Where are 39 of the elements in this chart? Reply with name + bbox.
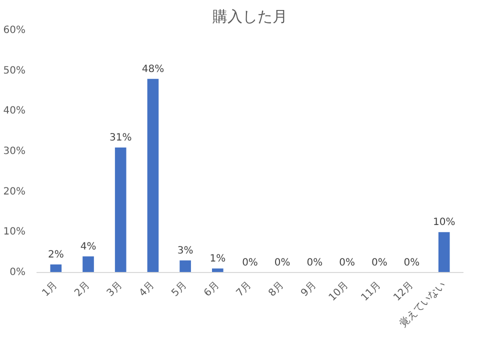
y-tick-label: 10% <box>3 226 26 238</box>
bar <box>114 147 126 272</box>
data-label: 31% <box>109 132 132 144</box>
bar <box>50 264 62 272</box>
x-tick-label: 1月 <box>40 280 60 299</box>
y-tick-label: 60% <box>3 25 26 36</box>
data-label: 4% <box>80 241 96 252</box>
x-tick-label: 2月 <box>72 280 92 299</box>
y-tick-label: 30% <box>3 146 26 157</box>
data-label: 1% <box>210 253 226 264</box>
bar <box>147 78 159 272</box>
x-tick-label: 6月 <box>202 280 222 299</box>
x-tick-label: 3月 <box>105 280 125 299</box>
x-tick-label: 8月 <box>266 280 286 299</box>
x-tick-label: 7月 <box>234 280 254 299</box>
data-label: 0% <box>339 258 355 268</box>
y-tick-label: 20% <box>3 186 26 198</box>
data-label: 0% <box>371 258 388 268</box>
x-tick-label: 5月 <box>170 280 190 299</box>
chart-title: 購入した月 <box>212 8 288 26</box>
data-label: 0% <box>274 258 290 268</box>
x-tick-label: 11月 <box>359 280 384 304</box>
data-label: 48% <box>142 64 164 75</box>
x-tick-label: 4月 <box>137 280 157 299</box>
bar <box>438 232 450 272</box>
data-label: 2% <box>48 249 64 260</box>
y-tick-label: 0% <box>10 267 26 278</box>
data-label: 3% <box>177 245 194 256</box>
x-tick-label: 12月 <box>392 280 416 304</box>
data-label: 10% <box>432 217 456 228</box>
bar <box>180 260 191 272</box>
data-label: 0% <box>306 258 323 268</box>
data-label: 0% <box>404 258 420 268</box>
x-tick-label: 10月 <box>327 280 351 304</box>
bar <box>82 256 94 272</box>
y-tick-label: 40% <box>3 106 26 117</box>
x-tick-label: 9月 <box>299 280 319 299</box>
y-tick-label: 50% <box>3 65 26 76</box>
data-label: 0% <box>242 258 258 268</box>
